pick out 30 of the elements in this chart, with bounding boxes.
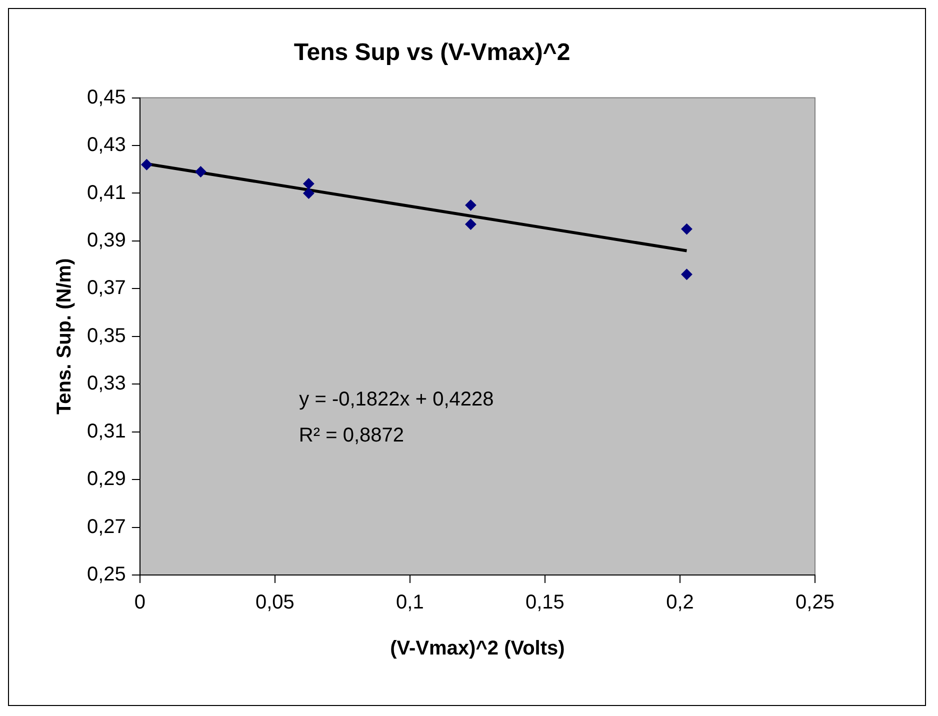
y-tick-label: 0,45 bbox=[86, 86, 126, 108]
annotation: y = -0,1822x + 0,4228 bbox=[299, 388, 494, 410]
x-tick-label: 0,25 bbox=[796, 592, 834, 614]
y-tick-label: 0,43 bbox=[86, 134, 126, 156]
chart-title: Tens Sup vs (V-Vmax)^2 bbox=[294, 39, 570, 66]
y-tick-label: 0,41 bbox=[86, 182, 126, 204]
point bbox=[681, 224, 692, 235]
point bbox=[465, 218, 476, 230]
y-tick-label: 0,31 bbox=[86, 420, 126, 442]
y-tick-label: 0,39 bbox=[86, 229, 126, 252]
point bbox=[141, 159, 152, 170]
point bbox=[465, 200, 476, 211]
x-tick-label: 0,2 bbox=[666, 592, 694, 614]
x-tick-label: 0,15 bbox=[526, 592, 564, 614]
x-tick-label: 0,1 bbox=[396, 592, 424, 614]
x-axis-title: (V-Vmax)^2 (Volts) bbox=[390, 638, 565, 660]
y-tick-label: 0,37 bbox=[86, 277, 126, 300]
y-tick-label: 0,25 bbox=[86, 564, 126, 586]
y-axis-title: Tens. Sup. (N/m) bbox=[54, 258, 76, 415]
x-tick-label: 0,05 bbox=[255, 592, 294, 614]
point bbox=[303, 178, 314, 190]
y-tick-label: 0,29 bbox=[86, 468, 126, 490]
x-tick-label: 0 bbox=[134, 592, 146, 614]
point bbox=[195, 166, 206, 178]
annotation: R² = 0,8872 bbox=[298, 424, 404, 446]
point bbox=[681, 268, 692, 280]
y-tick-label: 0,33 bbox=[86, 372, 126, 395]
y-tick-label: 0,27 bbox=[86, 516, 126, 538]
y-tick-label: 0,35 bbox=[86, 324, 126, 347]
point bbox=[303, 188, 314, 199]
